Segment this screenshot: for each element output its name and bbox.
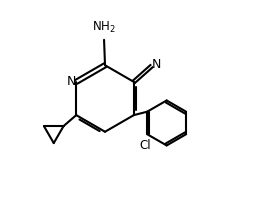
Text: N: N <box>67 75 77 88</box>
Text: NH$_2$: NH$_2$ <box>92 20 116 35</box>
Text: Cl: Cl <box>139 139 151 152</box>
Text: N: N <box>152 58 161 71</box>
